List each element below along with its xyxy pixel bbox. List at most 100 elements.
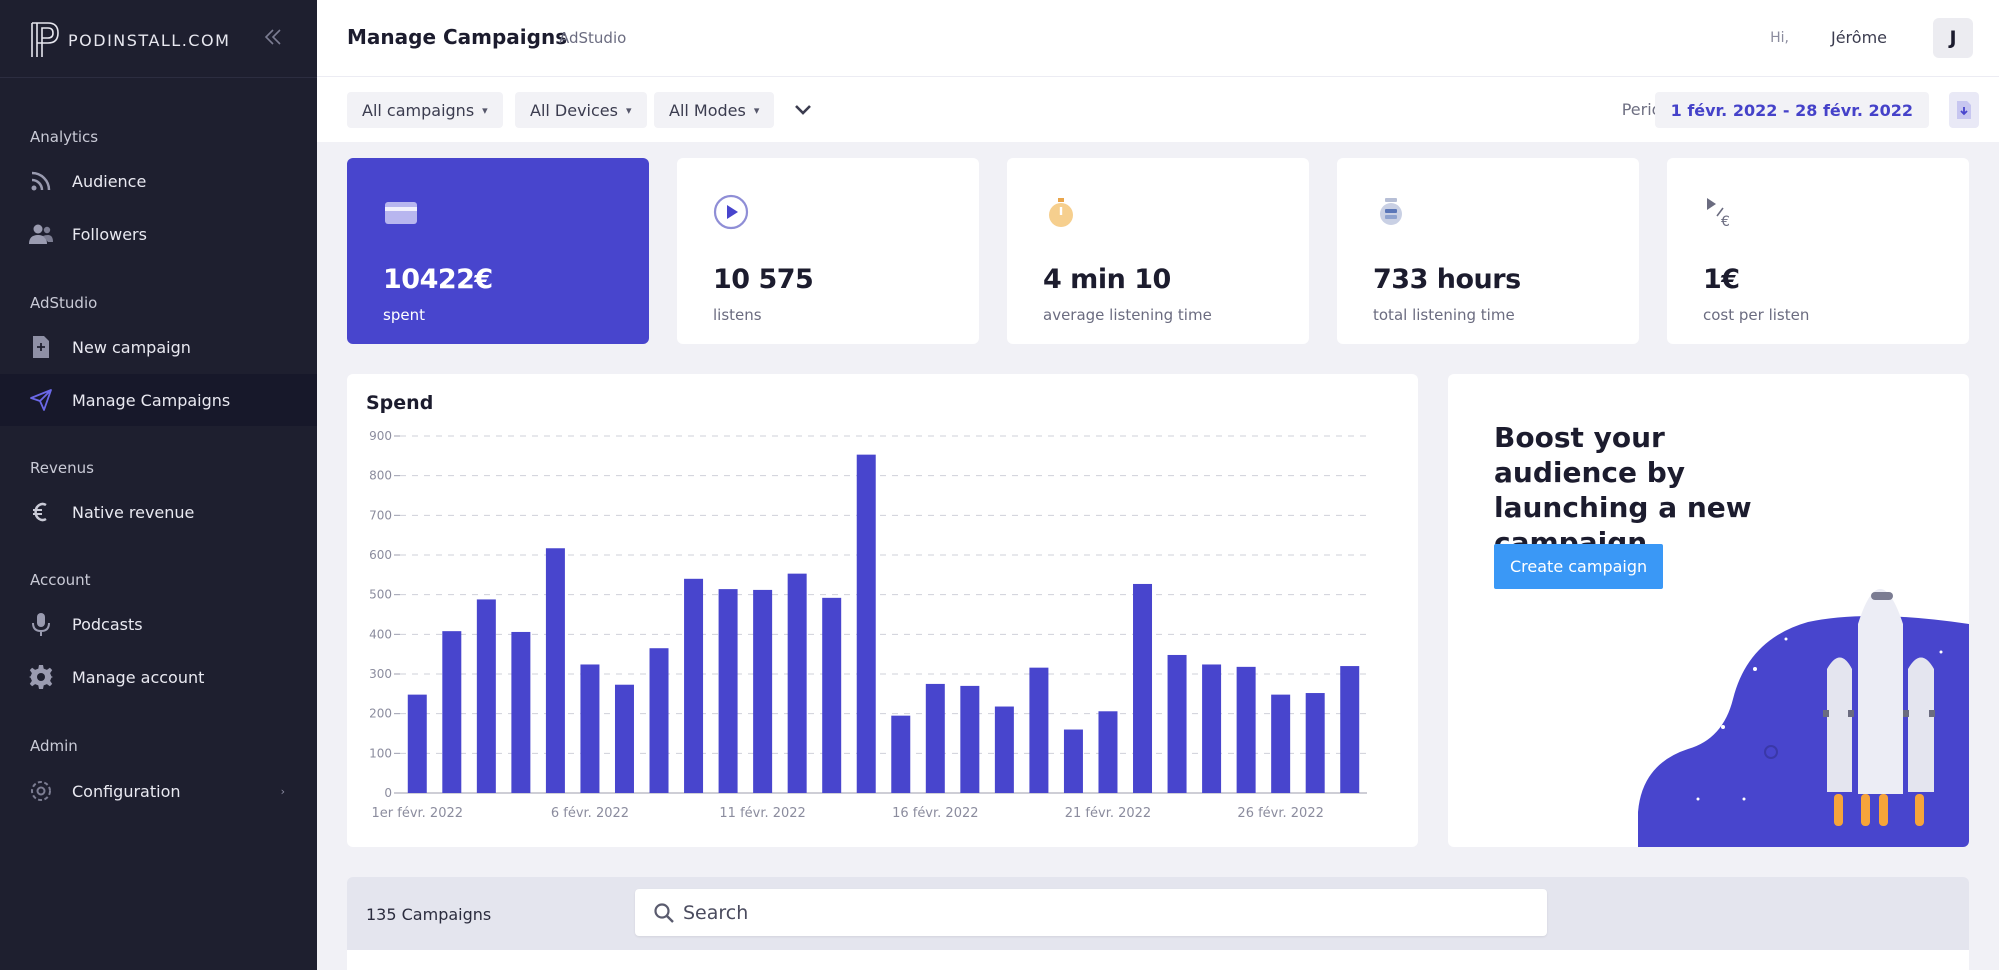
sidebar-item-label: Manage account [72,667,205,687]
modes-filter-dropdown[interactable]: All Modes ▾ [654,92,775,128]
brand-name: PODINSTALL.COM [68,30,231,50]
chevron-right-icon: › [280,784,285,798]
sidebar-item-new-campaign[interactable]: New campaign [0,321,317,373]
search-icon [654,903,674,923]
y-tick-label: 500 [369,588,392,602]
page-title: Manage Campaigns [347,25,568,49]
sidebar-item-label: Audience [72,171,147,191]
sidebar-section-admin: Admin [30,737,78,755]
search-box[interactable] [635,889,1547,936]
sidebar-section-account: Account [30,571,91,589]
main-content: 10422€ spent 10 575 listens 4 min 10 ave… [317,142,1999,970]
bar [925,683,945,793]
bar [960,685,980,793]
bar [994,706,1014,793]
y-tick-label: 300 [369,667,392,681]
x-tick-label: 16 févr. 2022 [892,806,978,821]
sidebar-section-analytics: Analytics [30,128,99,146]
top-header: Manage Campaigns AdStudio Hi, Jérôme J [317,0,1999,77]
kpi-value: 10422€ [383,264,493,295]
kpi-card-total-listening-time: 733 hours total listening time [1337,158,1639,344]
sidebar-divider [0,77,317,78]
kpi-label: cost per listen [1703,306,1810,324]
sidebar-item-native-revenue[interactable]: Native revenue [0,486,317,538]
bar [1029,667,1049,793]
play-circle-icon [713,194,749,230]
devices-filter-label: All Devices [530,100,618,120]
bar [511,631,531,793]
stopwatch-icon [1049,198,1073,227]
y-tick-label: 100 [369,746,392,760]
username[interactable]: Jérôme [1830,28,1887,47]
sidebar-item-followers[interactable]: Followers [0,208,317,260]
bar [1202,664,1222,793]
search-input[interactable] [683,889,1523,936]
create-campaign-button[interactable]: Create campaign [1494,544,1664,589]
filter-bar: All campaigns ▾ All Devices ▾ All Modes … [317,78,1999,142]
expand-filters-chevron-icon[interactable] [791,98,815,122]
sidebar-item-label: Podcasts [72,614,143,634]
bar [753,589,773,793]
sidebar-item-manage-account[interactable]: Manage account [0,651,317,703]
bar [822,597,842,793]
campaigns-table [347,950,1969,970]
credit-card-icon [385,202,417,224]
campaigns-filter-label: All campaigns [362,100,475,120]
play-per-euro-icon: € [1707,198,1730,230]
campaigns-filter-dropdown[interactable]: All campaigns ▾ [347,92,503,128]
bar [1305,693,1325,793]
sidebar-item-manage-campaigns[interactable]: Manage Campaigns [0,374,317,426]
sidebar-item-configuration[interactable]: Configuration › [0,765,317,817]
devices-filter-dropdown[interactable]: All Devices ▾ [515,92,647,128]
modes-filter-label: All Modes [669,100,746,120]
kpi-card-average-listening-time: 4 min 10 average listening time [1007,158,1309,344]
sidebar-item-label: Manage Campaigns [72,390,231,410]
bar [1063,729,1083,793]
bar [407,694,427,793]
bar [1236,666,1256,793]
period-date-range-picker[interactable]: 1 févr. 2022 - 28 févr. 2022 [1654,92,1929,128]
sidebar-item-podcasts[interactable]: Podcasts [0,598,317,650]
brand-logo[interactable]: PODINSTALL.COM [28,20,230,60]
x-tick-label: 26 févr. 2022 [1237,806,1323,821]
export-button[interactable] [1949,92,1979,128]
x-tick-label: 1er févr. 2022 [372,806,464,821]
download-file-icon [1957,101,1971,119]
y-tick-label: 700 [369,508,392,522]
sidebar-item-audience[interactable]: Audience [0,155,317,207]
bar [891,715,911,793]
bar [1271,694,1291,793]
chart-title: Spend [366,392,434,414]
x-tick-label: 11 févr. 2022 [719,806,805,821]
rocket-illustration [1638,589,1969,847]
y-tick-label: 800 [369,469,392,483]
kpi-label: total listening time [1373,306,1515,324]
gear-icon [29,665,53,689]
promo-card: Boost your audience by launching a new c… [1448,374,1969,847]
sidebar-item-label: Configuration [72,781,181,801]
kpi-card-cost-per-listen: € 1€ cost per listen [1667,158,1969,344]
page-subtitle: AdStudio [559,29,627,47]
hourglass-icon [1380,198,1402,225]
promo-title: Boost your audience by launching a new c… [1494,421,1752,559]
collapse-sidebar-icon[interactable] [262,26,284,48]
x-tick-label: 6 févr. 2022 [551,806,629,821]
spend-chart-card: Spend 0 100 200 300 400 500 600 700 800 900 1er fé… [347,374,1418,847]
sidebar-item-label: Native revenue [72,502,195,522]
kpi-value: 733 hours [1373,264,1521,295]
y-tick-label: 600 [369,548,392,562]
svg-text:€: € [1721,214,1730,230]
rss-icon [31,171,51,191]
chevron-down-icon: ▾ [625,103,632,117]
kpi-label: average listening time [1043,306,1212,324]
sidebar-section-adstudio: AdStudio [30,294,98,312]
avatar[interactable]: J [1933,18,1973,58]
y-tick-label: 400 [369,627,392,641]
sidebar-section-revenus: Revenus [30,459,94,477]
kpi-label: listens [713,306,762,324]
settings-outline-icon [31,781,51,801]
bar [856,454,876,793]
bar [614,684,634,793]
send-icon [30,389,52,411]
bar [442,631,462,793]
